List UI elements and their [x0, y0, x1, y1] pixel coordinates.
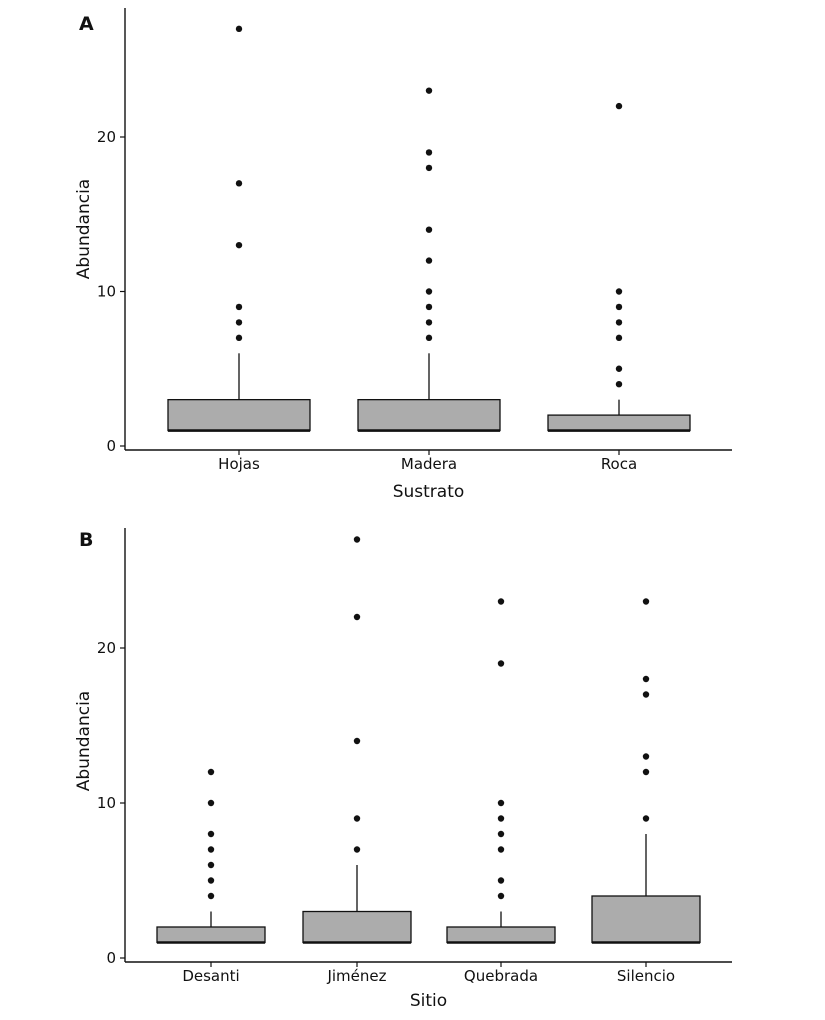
panel-a-madera-outlier-point	[425, 257, 433, 264]
panel-b-quebrada-box	[446, 926, 556, 944]
panel-a-madera-box	[357, 398, 501, 432]
panel-b-silencio-outlier-point	[642, 598, 650, 605]
panel-b-quebrada-outlier-point	[497, 598, 505, 605]
panel-b-jimenez-outlier-point	[353, 737, 361, 745]
panel-a-roca-outlier-point	[615, 102, 623, 110]
panel-b-jimenez-outlier-point	[353, 846, 361, 853]
panel-b-desanti-outlier-point	[207, 892, 215, 900]
panel-b-desanti-outlier-point	[207, 768, 215, 776]
panel-a-roca-outlier-point	[615, 319, 623, 326]
panel-a-madera-outlier-point	[425, 226, 433, 233]
panel-a-x-tick-label: Madera	[401, 455, 457, 473]
panel-b-silencio-outlier-point	[642, 691, 650, 698]
panel-b-silencio-outlier-point	[642, 753, 650, 760]
panel-a-hojas-outlier-point	[235, 303, 243, 311]
panel-b-desanti-box	[156, 926, 266, 944]
panel-a-roca-outlier-point	[615, 303, 623, 311]
panel-a-madera-outlier-point	[425, 288, 433, 295]
panel-b-x-tick-label: Silencio	[617, 967, 675, 985]
panel-b-silencio-outlier-point	[642, 768, 650, 776]
panel-a-madera-outlier-point	[425, 87, 433, 94]
panel-a-hojas-outlier-point	[235, 180, 243, 187]
panel-a-y-tick-label: 10	[97, 283, 116, 301]
panel-b-quebrada-outlier-point	[497, 799, 505, 807]
panel-a-roca-outlier-point	[615, 288, 623, 295]
panel-b-quebrada-outlier-point	[497, 830, 505, 838]
panel-a-roca-outlier-point	[615, 334, 623, 342]
panel-b-jimenez-outlier-point	[353, 815, 361, 822]
panel-a-hojas-outlier-point	[235, 334, 243, 342]
panel-b-x-axis-title: Sitio	[410, 991, 447, 1011]
panel-b-quebrada-outlier-point	[497, 815, 505, 822]
panel-b-desanti-outlier-point	[207, 877, 215, 884]
panel-b-desanti-outlier-point	[207, 861, 215, 869]
panel-b-x-tick-label: Jiménez	[326, 967, 386, 985]
panel-b-silencio-outlier-point	[642, 675, 650, 683]
panel-a-x-axis-title: Sustrato	[393, 482, 465, 502]
panel-b-quebrada-outlier-point	[497, 846, 505, 853]
panel-b-silencio-box	[591, 895, 701, 944]
panel-a-roca-outlier-point	[615, 365, 623, 372]
panel-a-label: A	[79, 13, 94, 35]
panel-a-hojas-outlier-point	[235, 25, 243, 33]
panel-b-label: B	[79, 529, 93, 551]
panel-a-roca-outlier-point	[615, 381, 623, 388]
panel-b-jimenez-outlier-point	[353, 536, 361, 543]
panel-a-hojas-outlier-point	[235, 319, 243, 326]
panel-a-y-tick-label: 20	[97, 128, 116, 146]
panel-b-y-tick-label: 10	[97, 794, 116, 812]
panel-a-madera-outlier-point	[425, 149, 433, 156]
panel-b-silencio-outlier-point	[642, 815, 650, 822]
panel-b-jimenez-box	[302, 910, 412, 944]
panel-b-y-tick-label: 20	[97, 639, 116, 657]
panel-a-madera-outlier-point	[425, 319, 433, 326]
panel-a-x-tick-label: Hojas	[218, 455, 260, 473]
panel-a-y-axis-title: Abundancia	[74, 179, 94, 279]
panel-b-jimenez-outlier-point	[353, 613, 361, 621]
panel-b-x-tick-label: Quebrada	[464, 967, 538, 985]
panel-b-desanti-outlier-point	[207, 846, 215, 853]
panel-b-desanti-outlier-point	[207, 799, 215, 807]
panel-a-madera-outlier-point	[425, 303, 433, 311]
panel-b-quebrada-outlier-point	[497, 660, 505, 667]
panel-b-y-axis-title: Abundancia	[74, 691, 94, 791]
panel-b-x-tick-label: Desanti	[182, 967, 239, 985]
panel-b-desanti-outlier-point	[207, 830, 215, 838]
panel-a-x-tick-label: Roca	[601, 455, 637, 473]
panel-a-madera-outlier-point	[425, 164, 433, 172]
panel-a-y-tick-label: 0	[106, 437, 116, 455]
panel-a-roca-box	[547, 414, 691, 432]
panel-b-y-tick-label: 0	[106, 949, 116, 967]
panel-b-quebrada-outlier-point	[497, 877, 505, 884]
panel-a-hojas-box	[167, 398, 311, 432]
panel-a-madera-outlier-point	[425, 334, 433, 342]
panel-b-quebrada-outlier-point	[497, 892, 505, 900]
panel-a-hojas-outlier-point	[235, 241, 243, 249]
